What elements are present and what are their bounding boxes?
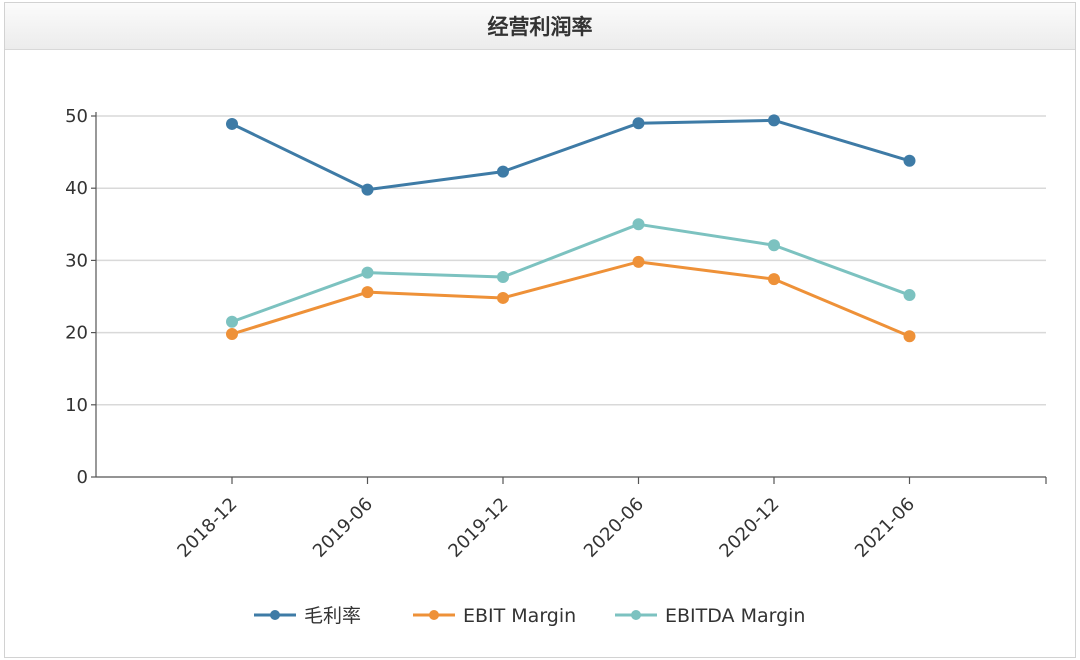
data-point xyxy=(497,271,509,284)
x-tick-label: 2021-06 xyxy=(851,494,919,562)
legend-swatch-marker xyxy=(429,610,439,620)
data-point xyxy=(361,286,374,299)
series-line xyxy=(230,118,911,192)
x-tick-label: 2020-06 xyxy=(580,494,648,562)
x-tick-label: 2019-06 xyxy=(309,494,377,562)
data-point xyxy=(903,289,916,302)
data-point xyxy=(497,165,509,178)
data-point xyxy=(768,114,780,127)
data-point xyxy=(361,266,374,279)
data-point xyxy=(632,255,645,268)
series-line xyxy=(230,260,911,338)
data-point xyxy=(632,117,645,130)
legend-label: 毛利率 xyxy=(304,605,361,627)
chart-title: 经营利润率 xyxy=(5,3,1075,50)
data-point xyxy=(226,117,238,130)
data-point xyxy=(226,315,238,328)
y-tick-label: 50 xyxy=(65,106,88,127)
data-point xyxy=(903,154,916,167)
data-point xyxy=(361,183,374,196)
data-point xyxy=(903,330,916,343)
x-tick-label: 2019-12 xyxy=(444,494,512,562)
y-tick-label: 20 xyxy=(65,323,88,344)
legend-label: EBIT Margin xyxy=(463,605,576,627)
data-point xyxy=(497,291,509,304)
legend-swatch-marker xyxy=(270,610,280,620)
data-point xyxy=(768,273,780,286)
data-point xyxy=(632,218,645,231)
data-point xyxy=(226,328,238,341)
y-tick-label: 40 xyxy=(65,178,88,199)
y-tick-label: 30 xyxy=(65,250,88,271)
x-tick-label: 2020-12 xyxy=(715,494,783,562)
x-tick-label: 2018-12 xyxy=(173,494,241,562)
y-tick-label: 0 xyxy=(77,467,88,488)
y-tick-label: 10 xyxy=(65,395,88,416)
data-point xyxy=(768,239,780,252)
series-line xyxy=(230,222,911,324)
legend-swatch-marker xyxy=(631,610,641,620)
legend-label: EBITDA Margin xyxy=(665,605,805,627)
